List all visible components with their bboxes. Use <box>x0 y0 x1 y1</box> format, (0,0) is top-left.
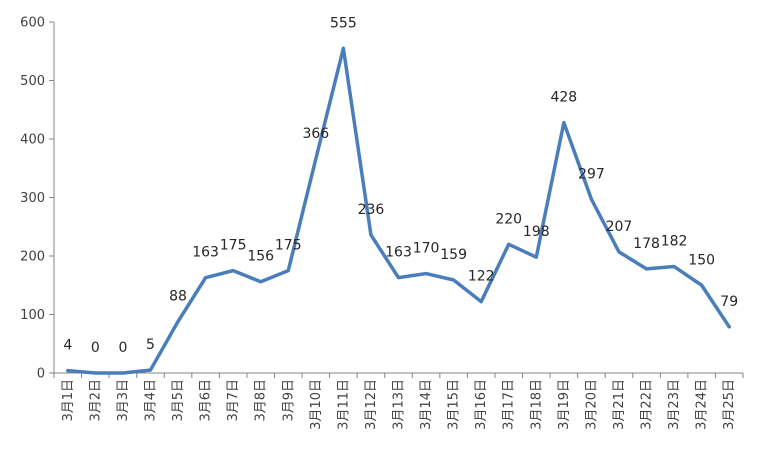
x-tick-label: 3月11日 <box>336 379 351 430</box>
data-point <box>700 283 704 287</box>
data-label: 79 <box>720 294 738 310</box>
data-point <box>397 276 400 280</box>
x-axis: 3月1日 3月2日 3月3日 3月4日 3月5日 3月6日 3月7日 3月8日 3月9日 3月10… <box>53 372 744 430</box>
data-point <box>259 280 263 284</box>
y-tick-label: 400 <box>20 133 45 148</box>
x-tick-label: 3月5日 <box>171 379 186 422</box>
y-axis: 0 100 200 300 400 500 600 <box>20 16 55 382</box>
x-tick-label: 3月16日 <box>474 379 489 430</box>
data-label: 4 <box>63 338 72 354</box>
x-tick-label: 3月17日 <box>502 379 517 430</box>
y-tick-label: 600 <box>20 16 45 31</box>
x-tick-label: 3月24日 <box>695 379 710 430</box>
data-label: 555 <box>330 15 357 31</box>
x-tick-label: 3月6日 <box>199 379 214 422</box>
y-tick-label: 100 <box>20 308 45 323</box>
data-point <box>424 272 428 276</box>
data-point <box>341 46 345 50</box>
data-label: 297 <box>578 166 605 182</box>
data-label: 0 <box>118 340 127 356</box>
data-point <box>645 267 649 271</box>
data-label: 150 <box>688 252 715 268</box>
data-label: 366 <box>302 126 329 142</box>
x-tick-label: 3月19日 <box>557 379 572 430</box>
data-label: 163 <box>192 245 219 261</box>
x-tick-label: 3月3日 <box>116 379 131 422</box>
data-label: 163 <box>385 245 412 261</box>
data-label: 182 <box>661 234 688 250</box>
data-label: 207 <box>606 219 633 235</box>
x-tick-label: 3月23日 <box>667 379 682 430</box>
x-tick-label: 3月7日 <box>226 379 241 422</box>
data-point <box>617 250 621 254</box>
data-point <box>507 242 511 246</box>
y-tick-label: 500 <box>20 74 45 89</box>
x-tick-label: 3月14日 <box>419 379 434 430</box>
data-point <box>121 371 125 375</box>
series-layer <box>66 46 731 375</box>
data-label: 5 <box>146 337 155 353</box>
x-tick-label: 3月15日 <box>447 379 462 430</box>
x-tick-label: 3月1日 <box>61 379 76 422</box>
data-label: 175 <box>220 238 247 254</box>
data-label: 156 <box>247 249 274 265</box>
x-tick-label: 3月12日 <box>364 379 379 430</box>
data-point <box>148 368 152 372</box>
data-point <box>176 320 180 324</box>
data-label: 220 <box>495 211 522 227</box>
data-label: 198 <box>523 224 550 240</box>
data-point <box>204 276 208 280</box>
data-point <box>727 325 731 329</box>
data-point <box>369 233 373 237</box>
data-label: 88 <box>169 289 187 305</box>
data-label: 170 <box>413 241 440 257</box>
data-point <box>66 369 70 373</box>
data-point <box>672 265 676 269</box>
data-point <box>314 157 318 161</box>
data-point <box>479 300 483 304</box>
data-point <box>286 269 290 273</box>
data-label: 122 <box>468 269 495 285</box>
data-point <box>534 255 538 259</box>
data-point <box>452 278 456 282</box>
data-label: 175 <box>275 238 302 254</box>
x-tick-label: 3月13日 <box>392 379 407 430</box>
x-tick-label: 3月21日 <box>612 379 627 430</box>
data-label: 159 <box>440 247 467 263</box>
y-tick-label: 300 <box>20 191 45 206</box>
data-label: 0 <box>91 340 100 356</box>
x-tick-label: 3月2日 <box>88 379 103 422</box>
x-tick-label: 3月20日 <box>584 379 599 430</box>
data-point <box>231 269 235 273</box>
data-label: 178 <box>633 236 660 252</box>
x-tick-label: 3月4日 <box>143 379 158 422</box>
x-tick-label: 3月10日 <box>309 379 324 430</box>
x-tick-label: 3月25日 <box>722 379 737 430</box>
data-point <box>589 197 593 201</box>
data-point <box>562 121 566 125</box>
y-tick-label: 200 <box>20 250 45 265</box>
series-line <box>66 46 731 375</box>
x-tick-label: 3月22日 <box>640 379 655 430</box>
data-label: 236 <box>358 202 385 218</box>
data-label: 428 <box>550 90 577 106</box>
y-tick-label: 0 <box>37 367 45 382</box>
data-point <box>93 371 97 375</box>
x-tick-label: 3月8日 <box>254 379 269 422</box>
x-tick-label: 3月18日 <box>529 379 544 430</box>
x-tick-label: 3月9日 <box>281 379 296 422</box>
